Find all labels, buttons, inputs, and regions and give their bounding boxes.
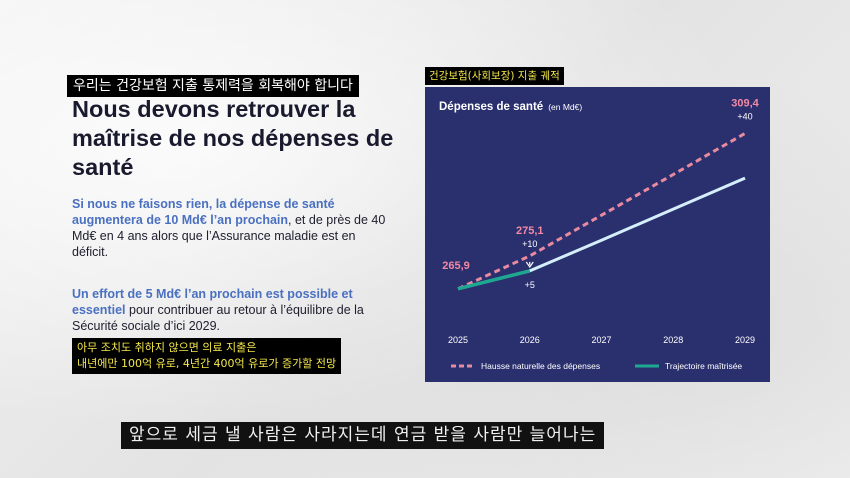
delta-label-2: +40 xyxy=(737,111,752,121)
reduction-arrow-head xyxy=(525,261,534,268)
chart-title: Dépenses de santé (en Md€) xyxy=(439,101,582,113)
paragraph-2-highlight: Un effort de 5 Md€ l’an prochain est pos… xyxy=(72,287,353,317)
legend: Hausse naturelle des dépenses Trajectoir… xyxy=(451,361,742,371)
korean-summary-line-2: 내년에만 100억 유로, 4년간 400억 유로가 증가할 전망 xyxy=(77,357,337,370)
paragraph-2-rest: pour contribuer au retour à l’équilibre … xyxy=(72,303,364,333)
x-tick-label-2025: 2025 xyxy=(448,335,468,345)
chart: Dépenses de santé (en Md€) 265,9 275,1 309,… xyxy=(425,87,770,382)
paragraph-1-highlight: Si nous ne faisons rien, la dépense de s… xyxy=(72,197,335,227)
video-subtitle: 앞으로 세금 낼 사람은 사라지는데 연금 받을 사람만 늘어나는 xyxy=(121,422,605,449)
x-tick-label-2027: 2027 xyxy=(591,335,611,345)
delta-label-1: +5 xyxy=(525,280,535,290)
korean-summary-line-1: 아무 조치도 취하지 않으면 의료 지출은 xyxy=(77,341,257,354)
korean-heading-caption: 우리는 건강보험 지출 통제력을 회복해야 합니다 xyxy=(67,75,359,97)
x-tick-label-2029: 2029 xyxy=(735,335,755,345)
series-line-controlled-first xyxy=(457,269,531,291)
point-label-0: 265,9 xyxy=(442,260,470,272)
chart-unit: (en Md€) xyxy=(548,102,582,112)
chart-title-text: Dépenses de santé xyxy=(439,101,543,113)
series-layer xyxy=(457,132,746,291)
series-line-controlled-rest xyxy=(529,176,746,273)
legend-label-controlled: Trajectoire maîtrisée xyxy=(665,361,742,371)
series-line-natural xyxy=(457,132,746,291)
tick-layer: 2025 2026 2027 2028 2029 xyxy=(448,335,755,345)
x-tick-label-2028: 2028 xyxy=(663,335,683,345)
legend-label-natural: Hausse naturelle des dépenses xyxy=(481,361,600,371)
korean-summary-box: 아무 조치도 취하지 않으면 의료 지출은 내년에만 100억 유로, 4년간 … xyxy=(72,338,342,374)
point-label-1: 275,1 xyxy=(516,225,544,237)
delta-label-0: +10 xyxy=(522,239,537,249)
label-layer: 265,9 275,1 309,4 +10 +5 +40 xyxy=(442,97,759,290)
paragraph-2: Un effort de 5 Md€ l’an prochain est pos… xyxy=(72,286,392,334)
paragraph-1: Si nous ne faisons rien, la dépense de s… xyxy=(72,196,392,260)
point-label-2: 309,4 xyxy=(731,97,759,109)
slide-title: Nous devons retrouver la maîtrise de nos… xyxy=(72,96,394,180)
korean-chart-caption: 건강보험(사회보장) 지출 궤적 xyxy=(425,67,564,85)
chart-background xyxy=(425,87,770,382)
x-tick-label-2026: 2026 xyxy=(520,335,540,345)
paragraph-1-rest: , et de près de 40 Md€ en 4 ans alors qu… xyxy=(72,213,386,259)
